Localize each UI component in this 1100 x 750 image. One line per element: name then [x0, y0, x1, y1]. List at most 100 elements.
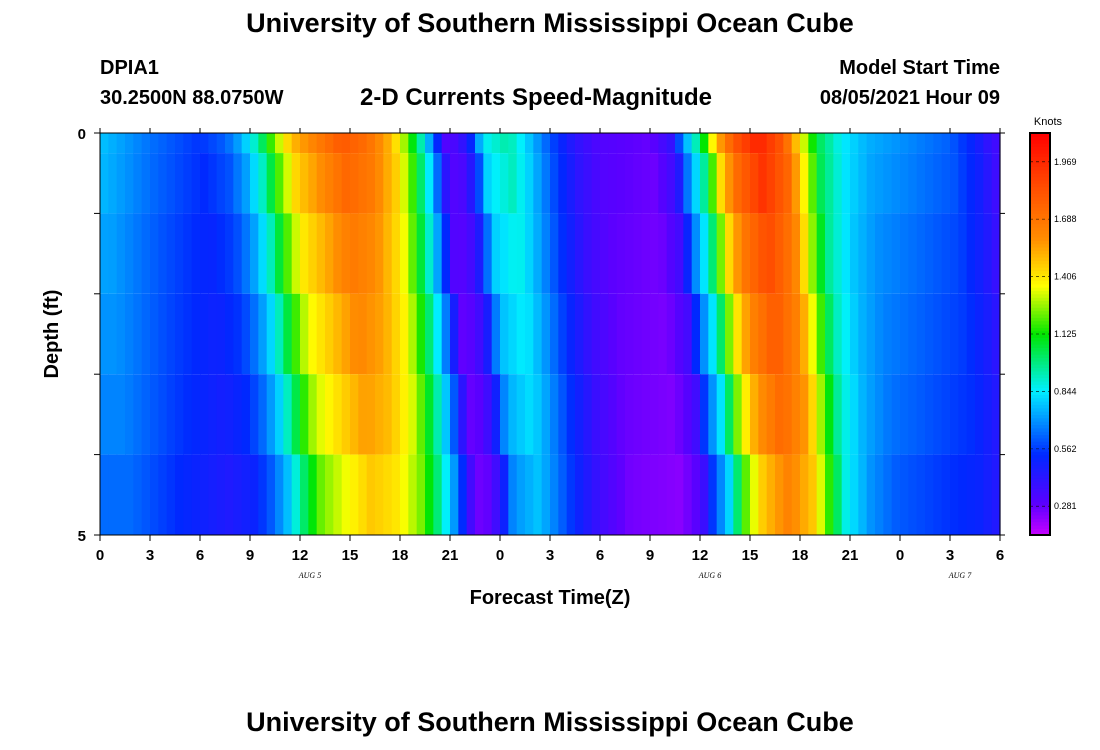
- heatmap-cell: [966, 454, 976, 535]
- heatmap-cell: [258, 374, 268, 455]
- heatmap-cell: [400, 454, 409, 535]
- colorbar-swatch: [1030, 357, 1050, 362]
- heatmap-cell: [200, 293, 209, 375]
- x-tick-label: 3: [946, 547, 954, 564]
- heatmap-cell: [450, 133, 459, 154]
- heatmap-cell: [400, 374, 409, 455]
- colorbar-swatch: [1030, 307, 1050, 312]
- x-axis-label: Forecast Time(Z): [470, 587, 631, 609]
- heatmap-cell: [750, 374, 759, 455]
- colorbar-swatch: [1030, 484, 1050, 489]
- heatmap-cell: [466, 454, 476, 535]
- heatmap-cell: [475, 213, 484, 294]
- heatmap-cell: [200, 374, 209, 455]
- heatmap-cell: [183, 213, 193, 294]
- heatmap-cell: [575, 133, 584, 154]
- heatmap-cell: [208, 454, 218, 535]
- heatmap-cell: [250, 153, 259, 214]
- heatmap-cell: [700, 293, 709, 375]
- heatmap-cell: [816, 153, 826, 214]
- heatmap-cell: [700, 454, 709, 535]
- heatmap-cell: [191, 293, 201, 375]
- heatmap-cell: [558, 133, 568, 154]
- colorbar-swatch: [1030, 354, 1050, 359]
- heatmap-cell: [858, 293, 868, 375]
- heatmap-cell: [125, 454, 134, 535]
- heatmap-cell: [108, 213, 118, 294]
- colorbar-swatch: [1030, 414, 1050, 419]
- heatmap-cell: [858, 133, 868, 154]
- heatmap-cell: [425, 213, 434, 294]
- heatmap-cell: [475, 374, 484, 455]
- colorbar-swatch: [1030, 424, 1050, 429]
- heatmap-cell: [408, 133, 418, 154]
- heatmap-cell: [508, 213, 518, 294]
- heatmap-cell: [633, 213, 643, 294]
- heatmap-cell: [800, 133, 809, 154]
- heatmap-cell: [366, 293, 376, 375]
- heatmap-cell: [383, 213, 393, 294]
- heatmap-cell: [333, 293, 343, 375]
- colorbar-swatch: [1030, 139, 1050, 144]
- colorbar-swatch: [1030, 267, 1050, 271]
- heatmap-cell: [683, 293, 693, 375]
- heatmap-cell: [616, 153, 626, 214]
- x-tick-label: 0: [496, 547, 504, 564]
- colorbar-swatch: [1030, 220, 1050, 225]
- heatmap-cell: [758, 374, 768, 455]
- date-label: AUG 6: [698, 571, 721, 580]
- heatmap-cell: [741, 213, 751, 294]
- colorbar-swatch: [1030, 236, 1050, 241]
- heatmap-cell: [616, 293, 626, 375]
- heatmap-cell: [191, 153, 201, 214]
- heatmap-cell: [425, 374, 434, 455]
- heatmap-cell: [166, 454, 176, 535]
- heatmap-cell: [341, 374, 351, 455]
- heatmap-cell: [666, 133, 676, 154]
- heatmap-cell: [200, 153, 209, 214]
- heatmap-cell: [425, 153, 434, 214]
- heatmap-cell: [225, 454, 234, 535]
- colorbar-swatch: [1030, 330, 1050, 335]
- heatmap-cell: [600, 293, 609, 375]
- heatmap-cell: [883, 213, 893, 294]
- heatmap-cell: [250, 454, 259, 535]
- colorbar-swatch: [1030, 364, 1050, 369]
- heatmap-cell: [841, 133, 851, 154]
- heatmap-cell: [108, 374, 118, 455]
- heatmap-cell: [300, 133, 309, 154]
- colorbar-swatch: [1030, 146, 1050, 151]
- heatmap-cell: [816, 133, 826, 154]
- heatmap-cell: [700, 374, 709, 455]
- heatmap-cell: [125, 374, 134, 455]
- heatmap-cell: [900, 374, 909, 455]
- heatmap-cell: [333, 374, 343, 455]
- colorbar-swatch: [1030, 143, 1050, 147]
- heatmap-cell: [500, 153, 509, 214]
- heatmap-cell: [441, 213, 451, 294]
- heatmap-cell: [375, 293, 384, 375]
- colorbar-swatch: [1030, 260, 1050, 265]
- heatmap-cell: [825, 153, 834, 214]
- heatmap-cell: [766, 374, 776, 455]
- heatmap-cell: [891, 133, 901, 154]
- heatmap-cell: [475, 153, 484, 214]
- heatmap-cell: [883, 374, 893, 455]
- heatmap-cell: [766, 133, 776, 154]
- heatmap-cell: [400, 153, 409, 214]
- heatmap-cell: [666, 213, 676, 294]
- heatmap-cell: [941, 213, 951, 294]
- heatmap-cell: [850, 374, 859, 455]
- heatmap-cell: [925, 374, 934, 455]
- heatmap-cell: [900, 153, 909, 214]
- heatmap-cell: [650, 454, 659, 535]
- heatmap-cell: [683, 454, 693, 535]
- colorbar-swatch: [1030, 370, 1050, 375]
- heatmap-cell: [266, 153, 276, 214]
- heatmap-cell: [283, 153, 293, 214]
- heatmap-cell: [316, 374, 326, 455]
- heatmap-cell: [925, 213, 934, 294]
- heatmap-cell: [841, 153, 851, 214]
- heatmap-cell: [325, 153, 334, 214]
- heatmap-cell: [466, 133, 476, 154]
